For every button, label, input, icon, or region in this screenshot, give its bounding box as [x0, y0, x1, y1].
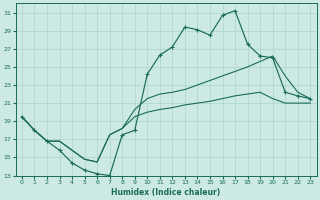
X-axis label: Humidex (Indice chaleur): Humidex (Indice chaleur) — [111, 188, 221, 197]
